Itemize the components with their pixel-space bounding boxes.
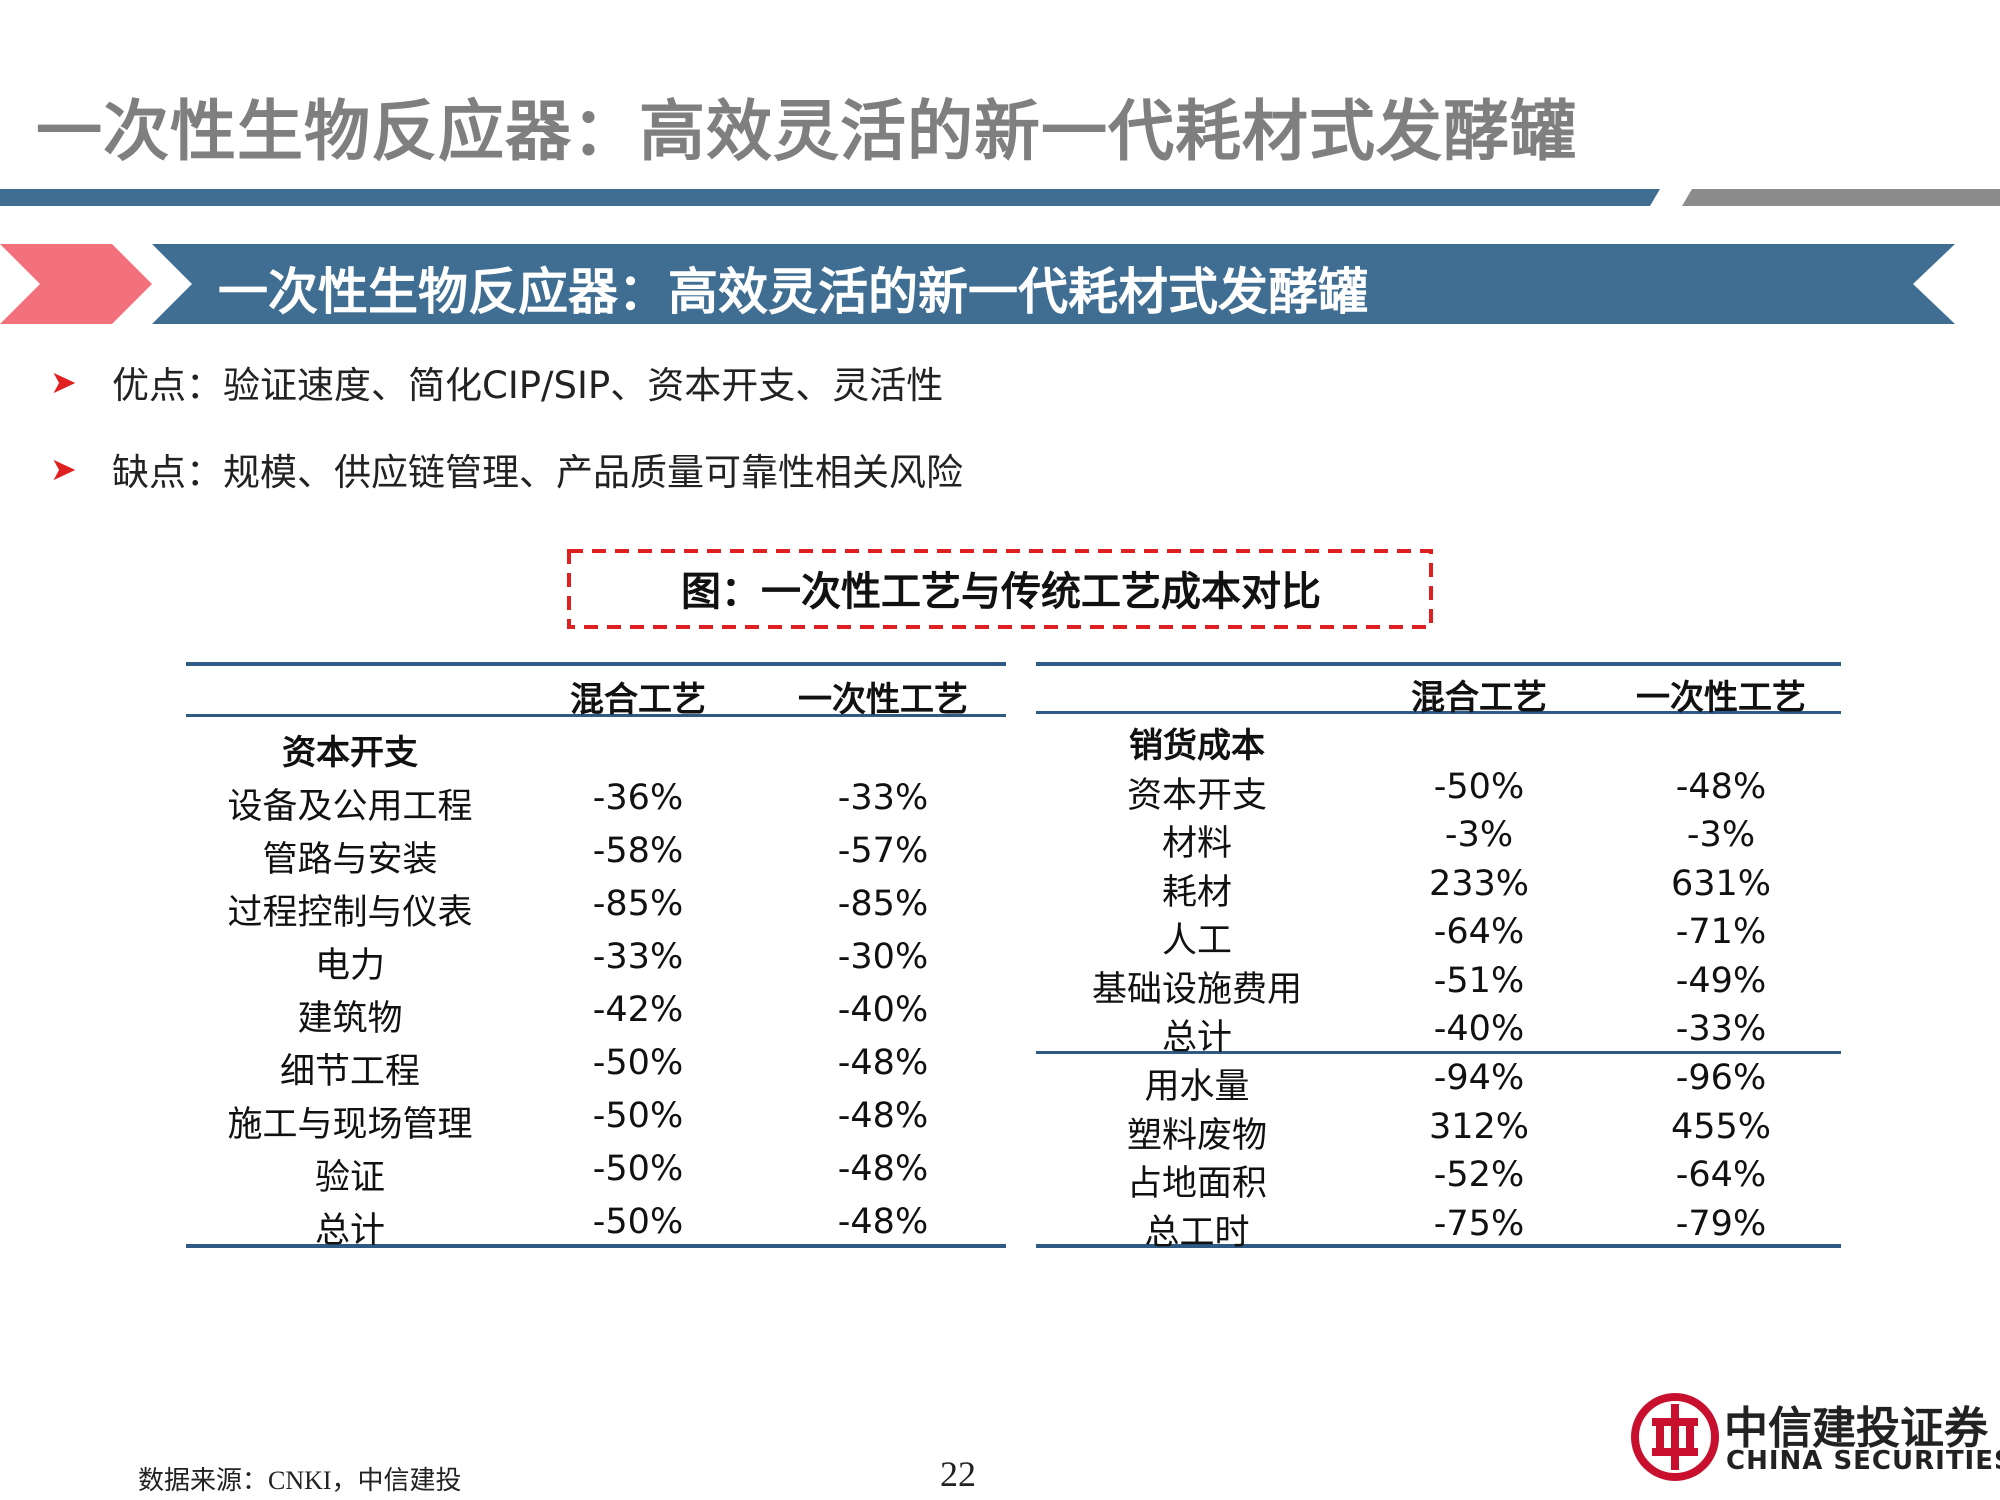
data-source-note: 数据来源：CNKI，中信建投: [138, 1466, 462, 1495]
table-bottom-rule: [1036, 1244, 1841, 1248]
table-mid-rule: [1036, 1051, 1841, 1054]
row-value-hybrid: -42%: [592, 990, 684, 1030]
bullet-text: 优点：验证速度、简化CIP/SIP、资本开支、灵活性: [112, 364, 944, 407]
row-value-hybrid: -33%: [592, 937, 684, 977]
row-value-single-use: -96%: [1675, 1058, 1767, 1098]
row-value-hybrid: 233%: [1428, 864, 1530, 904]
row-value-single-use: 455%: [1670, 1107, 1772, 1147]
row-label: 总工时: [1144, 1213, 1250, 1253]
row-value-single-use: -33%: [1675, 1009, 1767, 1049]
row-label: 设备及公用工程: [227, 787, 473, 827]
table-header-rule: [186, 714, 1006, 717]
bullet-disadvantages: ➤ 缺点：规模、供应链管理、产品质量可靠性相关风险: [50, 442, 963, 496]
header-divider: [0, 189, 2000, 206]
table-top-rule: [1036, 662, 1841, 666]
table-header-rule: [1036, 711, 1841, 714]
row-value-hybrid: -50%: [1433, 767, 1525, 807]
row-label: 塑料废物: [1126, 1116, 1268, 1156]
row-value-single-use: -48%: [837, 1096, 929, 1136]
bullet-advantages: ➤ 优点：验证速度、简化CIP/SIP、资本开支、灵活性: [50, 355, 943, 409]
row-value-single-use: -3%: [1686, 815, 1756, 855]
row-value-hybrid: -51%: [1433, 961, 1525, 1001]
col-header-single-use: 一次性工艺: [798, 680, 968, 720]
row-label: 电力: [314, 946, 386, 986]
row-value-hybrid: -52%: [1433, 1155, 1525, 1195]
china-securities-logo-icon: [1631, 1393, 1719, 1481]
row-value-single-use: -48%: [837, 1149, 929, 1189]
table-top-rule: [186, 662, 1006, 666]
section-label-capex: 资本开支: [282, 733, 418, 773]
section-banner: [0, 244, 1955, 324]
arrow-bullet-icon: ➤: [50, 363, 77, 401]
row-label: 占地面积: [1126, 1164, 1268, 1204]
row-value-single-use: -64%: [1675, 1155, 1767, 1195]
section-label-cogs: 销货成本: [1129, 726, 1265, 766]
row-label: 管路与安装: [262, 840, 438, 880]
col-header-single-use: 一次性工艺: [1636, 678, 1806, 718]
table-bottom-rule: [186, 1244, 1006, 1248]
figure-title: 图：一次性工艺与传统工艺成本对比: [681, 569, 1321, 615]
row-label: 材料: [1161, 824, 1233, 864]
row-value-hybrid: 312%: [1428, 1107, 1530, 1147]
row-value-single-use: -57%: [837, 831, 929, 871]
row-value-single-use: -85%: [837, 884, 929, 924]
logo-name-cn: 中信建投证券: [1724, 1403, 1988, 1454]
row-value-single-use: -30%: [837, 937, 929, 977]
row-label: 人工: [1161, 921, 1233, 961]
row-label: 耗材: [1161, 873, 1233, 913]
row-value-single-use: -48%: [837, 1043, 929, 1083]
row-value-hybrid: -50%: [592, 1043, 684, 1083]
row-label: 施工与现场管理: [227, 1105, 473, 1145]
logo-name-en: CHINA SECURITIES: [1726, 1446, 2000, 1476]
row-value-hybrid: -94%: [1433, 1058, 1525, 1098]
row-value-hybrid: -85%: [592, 884, 684, 924]
row-value-single-use: -33%: [837, 778, 929, 818]
row-label: 过程控制与仪表: [227, 893, 473, 933]
row-label-total: 总计: [314, 1211, 386, 1251]
row-value-single-use: -48%: [837, 1202, 929, 1242]
bullet-text: 缺点：规模、供应链管理、产品质量可靠性相关风险: [112, 451, 963, 494]
row-value-hybrid: -75%: [1433, 1204, 1525, 1244]
col-header-hybrid: 混合工艺: [570, 680, 706, 720]
row-label: 基础设施费用: [1091, 970, 1303, 1010]
row-value-single-use: -40%: [837, 990, 929, 1030]
row-value-hybrid: -50%: [592, 1096, 684, 1136]
row-label: 建筑物: [297, 999, 403, 1039]
row-label: 资本开支: [1126, 776, 1268, 816]
page-number: 22: [940, 1454, 976, 1494]
row-value-single-use: -48%: [1675, 767, 1767, 807]
row-value-hybrid: -40%: [1433, 1009, 1525, 1049]
row-value-single-use: -79%: [1675, 1204, 1767, 1244]
row-label-total: 总计: [1161, 1018, 1233, 1058]
row-value-hybrid: -36%: [592, 778, 684, 818]
row-value-single-use: -71%: [1675, 912, 1767, 952]
row-value-hybrid: -58%: [592, 831, 684, 871]
figure-title-box: [567, 549, 1433, 629]
row-value-hybrid: -64%: [1433, 912, 1525, 952]
col-header-hybrid: 混合工艺: [1411, 678, 1547, 718]
row-value-single-use: 631%: [1670, 864, 1772, 904]
row-value-hybrid: -50%: [592, 1149, 684, 1189]
page-title: 一次性生物反应器：高效灵活的新一代耗材式发酵罐: [36, 93, 1577, 170]
row-label: 验证: [314, 1158, 386, 1198]
banner-title: 一次性生物反应器：高效灵活的新一代耗材式发酵罐: [218, 263, 1368, 321]
row-label: 用水量: [1144, 1067, 1250, 1107]
row-value-hybrid: -50%: [592, 1202, 684, 1242]
row-value-single-use: -49%: [1675, 961, 1767, 1001]
row-label: 细节工程: [279, 1052, 421, 1092]
arrow-bullet-icon: ➤: [50, 450, 77, 488]
row-value-hybrid: -3%: [1444, 815, 1514, 855]
